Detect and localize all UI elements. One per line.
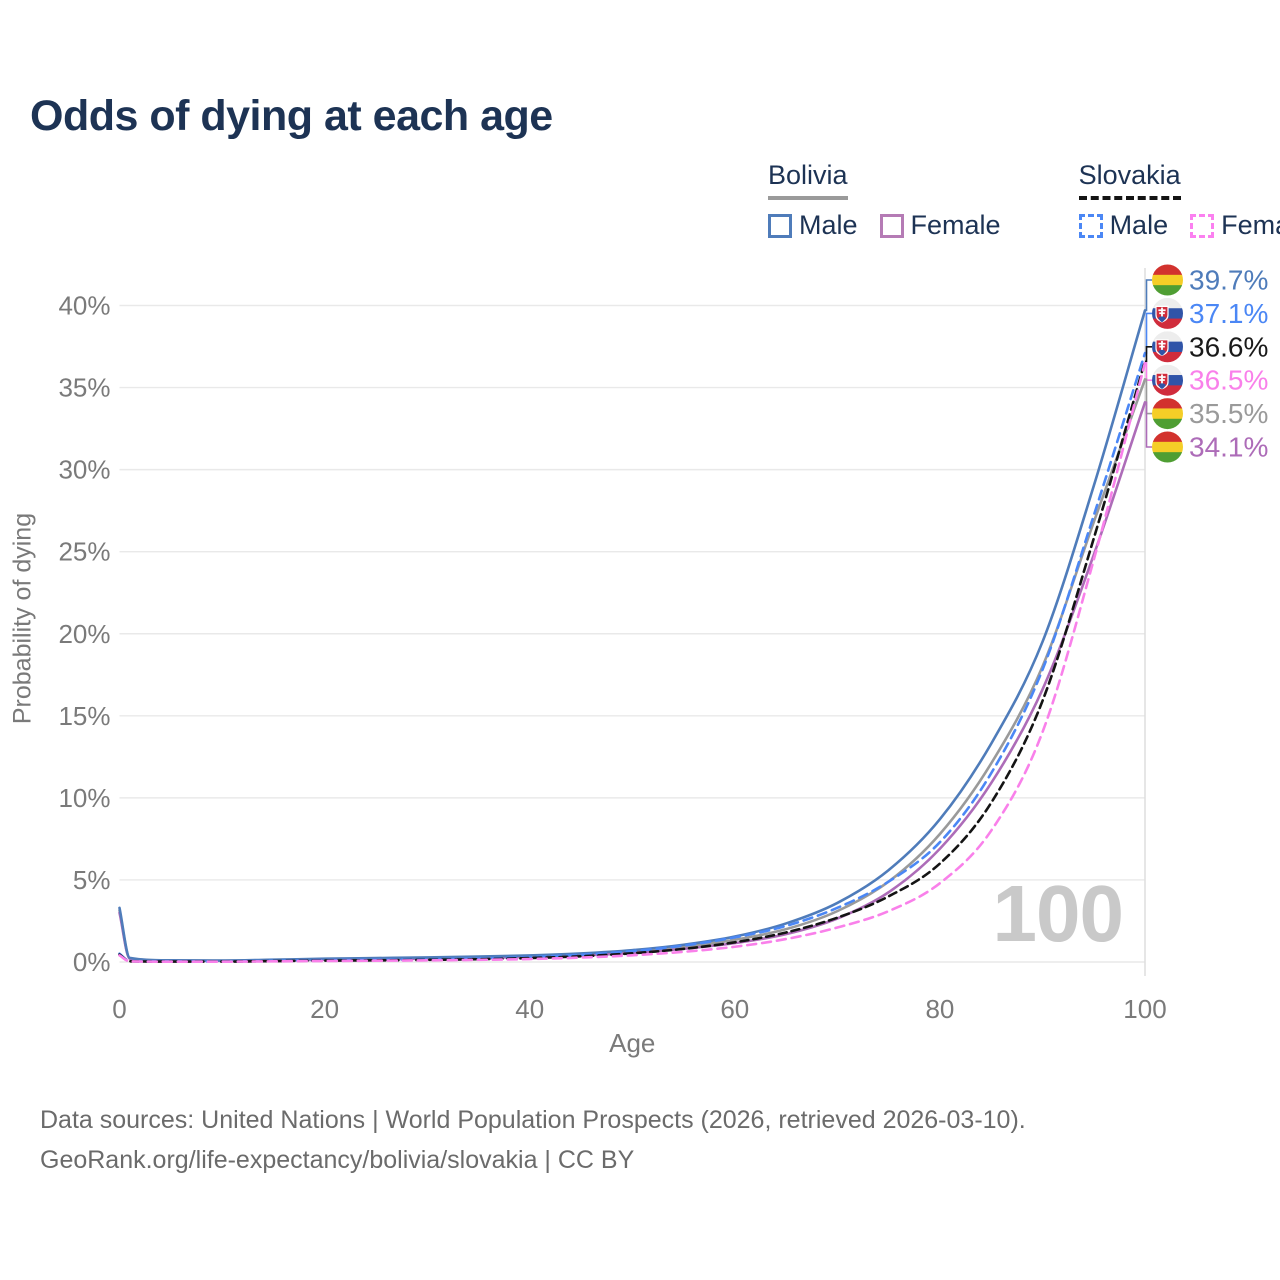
series-line-slovakia-both-sexes[interactable] — [118, 360, 1147, 963]
data-sources-note: Data sources: United Nations | World Pop… — [40, 1106, 1026, 1134]
legend-group-bolivia: Bolivia Male Female — [768, 160, 1001, 241]
legend-group-slovakia: Slovakia Male Female — [1078, 160, 1280, 241]
legend-item-slovakia-female[interactable]: Female — [1190, 210, 1280, 241]
end-label-connector — [1145, 346, 1152, 363]
legend: Bolivia Male Female Slovakia Male Female — [768, 160, 1280, 241]
end-value-label-bolivia-female: 34.1% — [1189, 432, 1268, 463]
y-tick-label: 5% — [73, 865, 111, 895]
y-tick-label: 0% — [73, 947, 111, 977]
slovakia-flag-icon — [1152, 364, 1183, 396]
x-tick-label: 40 — [515, 994, 544, 1024]
bolivia-female-swatch-icon — [879, 213, 904, 238]
series-line-bolivia-female[interactable] — [118, 401, 1147, 963]
legend-country-slovakia[interactable]: Slovakia — [1078, 160, 1181, 200]
y-tick-label: 15% — [58, 701, 110, 731]
end-label-connector — [1145, 362, 1152, 381]
end-label-connector — [1145, 401, 1152, 448]
y-tick-label: 25% — [58, 537, 110, 567]
slovakia-male-swatch-icon — [1078, 213, 1103, 238]
legend-country-bolivia[interactable]: Bolivia — [768, 160, 848, 200]
end-label-connector — [1145, 279, 1152, 312]
end-value-label-slovakia-both-sexes: 36.6% — [1189, 331, 1268, 362]
age-watermark: 100 — [992, 869, 1124, 958]
end-label-connector — [1145, 378, 1152, 415]
end-value-label-bolivia-male: 39.7% — [1189, 265, 1268, 296]
x-tick-label: 80 — [925, 994, 954, 1024]
attribution-note: GeoRank.org/life-expectancy/bolivia/slov… — [40, 1146, 635, 1174]
legend-item-label: Male — [799, 210, 858, 240]
x-tick-label: 0 — [112, 994, 126, 1024]
bolivia-flag-icon — [1152, 431, 1183, 463]
x-tick-label: 100 — [1123, 994, 1166, 1024]
series-line-bolivia-both-sexes[interactable] — [118, 378, 1147, 962]
y-tick-label: 30% — [58, 455, 110, 485]
bolivia-male-swatch-icon — [768, 213, 792, 238]
legend-item-label: Male — [1109, 210, 1169, 240]
slovakia-female-swatch-icon — [1190, 213, 1215, 238]
chart-title: Odds of dying at each age — [30, 92, 553, 140]
legend-item-bolivia-male[interactable]: Male — [768, 210, 858, 241]
end-value-label-bolivia-both-sexes: 35.5% — [1189, 398, 1268, 429]
slovakia-emblem-icon — [1155, 339, 1169, 356]
series-line-bolivia-male[interactable] — [118, 309, 1147, 962]
y-tick-label: 10% — [58, 783, 110, 813]
end-value-label-slovakia-female: 36.5% — [1189, 365, 1268, 396]
series-line-slovakia-male[interactable] — [118, 351, 1147, 963]
legend-item-slovakia-male[interactable]: Male — [1078, 210, 1169, 241]
end-value-label-slovakia-male: 37.1% — [1189, 298, 1268, 329]
slovakia-flag-icon — [1152, 331, 1183, 363]
legend-item-bolivia-female[interactable]: Female — [879, 210, 1001, 241]
y-tick-label: 40% — [58, 291, 110, 321]
slovakia-emblem-icon — [1155, 305, 1169, 323]
bolivia-flag-icon — [1152, 264, 1183, 296]
x-tick-label: 20 — [310, 994, 339, 1024]
y-tick-label: 20% — [58, 619, 110, 649]
y-tick-label: 35% — [58, 373, 110, 403]
x-axis-title: Age — [609, 1028, 655, 1058]
x-tick-label: 60 — [720, 994, 749, 1024]
slovakia-flag-icon — [1152, 297, 1183, 329]
legend-item-label: Female — [910, 210, 1001, 240]
slovakia-emblem-icon — [1155, 372, 1169, 390]
series-line-slovakia-female[interactable] — [118, 361, 1147, 963]
bolivia-flag-icon — [1152, 398, 1183, 430]
legend-item-label: Female — [1221, 210, 1280, 240]
